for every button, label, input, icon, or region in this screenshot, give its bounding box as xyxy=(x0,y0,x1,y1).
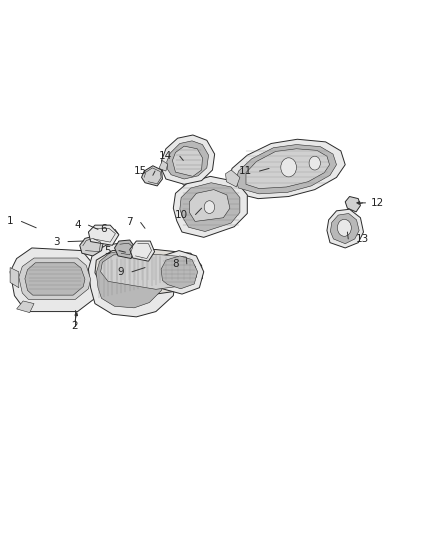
Text: 9: 9 xyxy=(117,267,124,277)
Circle shape xyxy=(204,201,215,214)
Polygon shape xyxy=(161,256,198,289)
Polygon shape xyxy=(189,190,230,221)
Polygon shape xyxy=(236,144,336,194)
Text: 14: 14 xyxy=(159,151,172,161)
Circle shape xyxy=(337,219,351,236)
Polygon shape xyxy=(19,258,91,300)
Text: 2: 2 xyxy=(71,321,78,331)
Text: 7: 7 xyxy=(126,217,133,228)
Polygon shape xyxy=(173,176,247,237)
Text: 10: 10 xyxy=(174,209,187,220)
Text: 6: 6 xyxy=(101,224,107,235)
Text: 3: 3 xyxy=(53,237,60,247)
Text: 8: 8 xyxy=(172,259,179,269)
Text: 15: 15 xyxy=(134,166,147,176)
Text: 1: 1 xyxy=(7,216,14,227)
Polygon shape xyxy=(327,209,364,248)
Polygon shape xyxy=(115,240,135,259)
Circle shape xyxy=(281,158,297,177)
Polygon shape xyxy=(162,135,215,184)
Polygon shape xyxy=(95,249,202,294)
Polygon shape xyxy=(88,225,119,245)
Polygon shape xyxy=(10,248,99,312)
Polygon shape xyxy=(96,251,163,308)
Polygon shape xyxy=(345,197,360,212)
Polygon shape xyxy=(17,301,34,313)
Polygon shape xyxy=(167,141,208,179)
Text: 5: 5 xyxy=(104,246,111,256)
Polygon shape xyxy=(141,166,162,186)
Polygon shape xyxy=(156,251,204,294)
Polygon shape xyxy=(173,146,202,176)
Polygon shape xyxy=(246,149,329,189)
Circle shape xyxy=(309,156,321,170)
Polygon shape xyxy=(10,268,19,288)
Text: 13: 13 xyxy=(356,234,369,244)
Polygon shape xyxy=(229,139,345,199)
Polygon shape xyxy=(330,214,359,244)
Polygon shape xyxy=(159,160,168,171)
Text: 12: 12 xyxy=(371,198,384,208)
Polygon shape xyxy=(226,170,240,187)
Polygon shape xyxy=(88,243,176,317)
Polygon shape xyxy=(80,236,104,256)
Polygon shape xyxy=(130,241,155,261)
Polygon shape xyxy=(180,183,240,231)
Text: 11: 11 xyxy=(238,166,252,176)
Polygon shape xyxy=(25,263,85,295)
Text: 4: 4 xyxy=(74,220,81,230)
Polygon shape xyxy=(101,254,196,289)
